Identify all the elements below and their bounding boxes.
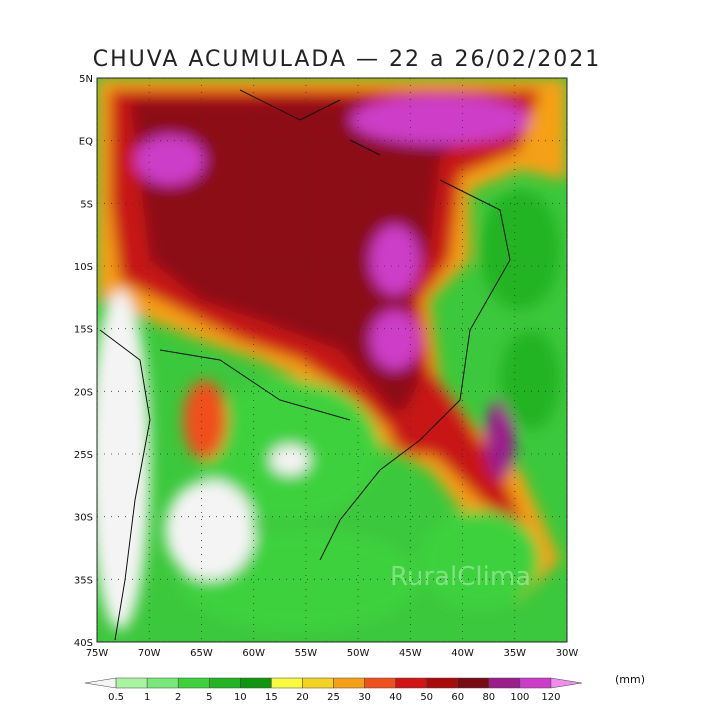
lat-label: 10S	[74, 262, 93, 273]
legend-swatch	[457, 677, 490, 689]
legend-swatch	[271, 677, 303, 689]
legend-label: 60	[451, 692, 464, 703]
legend-label: 1	[144, 692, 150, 703]
lat-label: EQ	[79, 137, 93, 148]
lon-label: 65W	[190, 648, 213, 659]
legend-label: 15	[265, 692, 278, 703]
legend-swatch	[146, 677, 179, 689]
map-title: CHUVA ACUMULADA — 22 a 26/02/2021	[93, 47, 602, 72]
legend-label: 25	[327, 692, 340, 703]
legend-swatch	[364, 677, 396, 689]
precip-field	[97, 78, 567, 642]
legend-label: 50	[420, 692, 433, 703]
legend-swatch	[177, 677, 210, 689]
legend-unit: (mm)	[615, 673, 645, 686]
lat-label: 25S	[74, 450, 93, 461]
legend-swatch	[209, 677, 241, 689]
legend-label: 100	[510, 692, 529, 703]
lon-label: 40W	[451, 648, 474, 659]
legend-swatch	[550, 677, 583, 689]
legend-swatch	[395, 677, 427, 689]
legend-label: 10	[234, 692, 247, 703]
lon-label: 70W	[138, 648, 161, 659]
legend-swatch	[302, 677, 334, 689]
legend-swatch	[333, 677, 365, 689]
lon-label: 30W	[556, 648, 579, 659]
legend-label: 80	[482, 692, 495, 703]
lon-label: 35W	[503, 648, 526, 659]
legend-label: 120	[541, 692, 560, 703]
legend-label: 20	[296, 692, 309, 703]
lat-label: 5N	[79, 74, 93, 85]
legend-swatch	[84, 677, 117, 689]
lat-label: 20S	[74, 387, 93, 398]
legend-swatch	[426, 677, 458, 689]
legend-label: 5	[206, 692, 212, 703]
lon-label: 75W	[86, 648, 109, 659]
legend-label: 0.5	[108, 692, 124, 703]
legend-swatch	[519, 677, 552, 689]
legend-label: 40	[389, 692, 402, 703]
lon-label: 50W	[347, 648, 370, 659]
watermark: RuralClima	[390, 562, 531, 592]
lat-label: 30S	[74, 513, 93, 524]
map-frame	[96, 77, 568, 643]
lat-label: 35S	[74, 575, 93, 586]
lat-label: 5S	[80, 199, 93, 210]
legend-swatch	[488, 677, 521, 689]
lon-label: 55W	[295, 648, 318, 659]
lat-label: 15S	[74, 325, 93, 336]
legend-label: 30	[358, 692, 371, 703]
lon-label: 45W	[399, 648, 422, 659]
legend-label: 2	[175, 692, 181, 703]
legend-swatch	[115, 677, 148, 689]
lon-label: 60W	[242, 648, 265, 659]
legend-swatch	[240, 677, 272, 689]
lat-label: 40S	[74, 638, 93, 649]
